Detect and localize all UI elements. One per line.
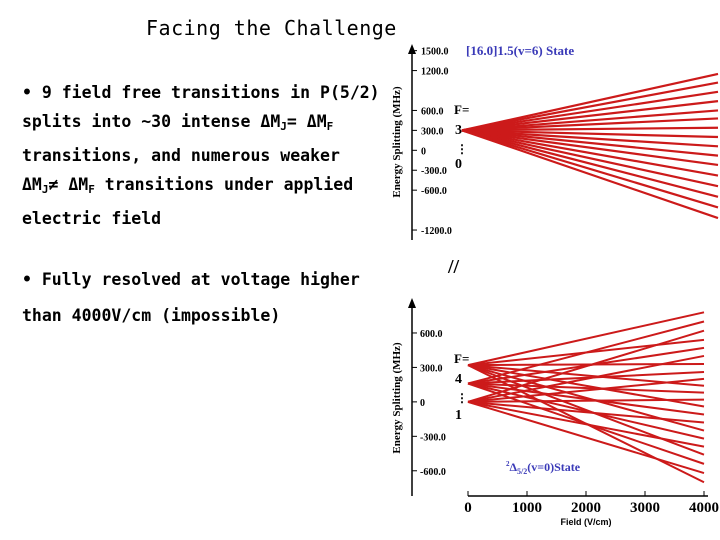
slide-title: Facing the Challenge [146,16,397,40]
series-line [461,81,719,132]
y-axis-arrow [408,298,416,308]
series-line [461,72,719,132]
x-axis-label: Field (V/cm) [560,517,611,527]
bullet-1-line-5: electric field [22,209,162,228]
series-line [461,129,719,177]
axis-break-mark: // [448,256,460,278]
y-tick-label: -600.0 [420,467,446,478]
x-tick-label: 1000 [512,500,542,516]
bullet-1-line-1: • 9 field free transitions in P(5/2) [22,83,380,102]
equals-delta-mf: = ΔM [286,112,327,131]
series-line [467,364,705,432]
bullet-2: • Fully resolved at voltage higher than … [22,262,382,334]
series-line [461,117,719,132]
f-value-top: 4 [455,372,462,387]
f-value-bottom: 1 [455,408,462,423]
y-tick-label: 0 [420,398,425,409]
series-line [467,382,705,416]
series-line [467,382,705,440]
series-line [461,129,719,139]
series-line [467,371,705,385]
chart-title: 2Δ5/2(v=0)State [506,460,581,476]
x-tick-label: 0 [464,500,472,516]
y-tick-label: -300.0 [420,432,446,443]
delta-mj: ΔM [260,112,281,131]
series-line [461,126,719,132]
y-tick-label: -600.0 [421,186,447,197]
series-line [467,311,705,367]
series-line [467,364,705,408]
x-tick-label: 2000 [571,500,601,516]
f-label: F= [454,102,469,117]
y-tick-label: 600.0 [420,329,443,340]
x-tick-label: 3000 [630,500,660,516]
y-axis-arrow [408,44,416,54]
sub-f: F [326,120,334,133]
notequal-delta-mf: ≠ ΔM [48,175,89,194]
bullet-1-line-2a: splits into ~30 intense [22,112,261,131]
y-tick-label: 600.0 [421,106,444,117]
f-value-top: 3 [455,123,462,138]
series-line [461,129,719,209]
bullet-1-line-4c: transitions under applied [94,175,354,194]
series-line [467,346,705,385]
y-tick-label: -1200.0 [421,226,452,237]
series-line [461,129,719,157]
bullet-2-line-1: • Fully resolved at voltage higher [22,270,360,289]
y-tick-label: 300.0 [421,126,444,137]
series-line [461,129,719,188]
series-line [461,109,719,132]
sub-j-2: J [41,183,49,196]
y-tick-label: 1200.0 [421,67,449,78]
sub-j: J [280,120,287,133]
y-tick-label: -300.0 [421,166,447,177]
bullet-1: • 9 field free transitions in P(5/2) spl… [22,78,392,233]
y-tick-label: 300.0 [420,363,443,374]
y-tick-label: 1500.0 [421,47,449,58]
f-value-bottom: 0 [455,157,462,172]
series-line [461,100,719,132]
series-line [467,364,705,484]
series-line [461,129,719,167]
f-label: F= [454,351,469,366]
chart-title: [16.0]1.5(v=6) State [466,43,574,58]
series-line [467,364,705,456]
y-tick-label: 0 [421,146,426,157]
f-dots: ⋮ [456,391,468,405]
sub-f-2: F [88,183,95,196]
x-tick-label: 4000 [689,500,719,516]
bullet-1-line-3: transitions, and numerous weaker [22,146,340,165]
bullet-2-line-2: than 4000V/cm (impossible) [22,306,281,325]
bullet-1-line-2: splits into ~30 intense ΔMJ= ΔMF [22,107,392,141]
series-line [461,90,719,132]
series-line [467,364,705,387]
f-dots: ⋮ [456,142,468,156]
y-axis-label: Energy Splitting (MHz) [391,86,403,198]
series-line [467,362,705,367]
series-line [467,400,705,475]
series-line [461,129,719,148]
series-line [461,129,719,198]
upper-energy-chart: Energy Splitting (MHz) 1500.0 1200.0 600.0 3… [391,43,719,240]
series-line [461,129,719,220]
series-line [467,338,705,367]
delta-mj-2: ΔM [22,175,42,194]
bullet-1-line-4: ΔMJ≠ ΔMF transitions under applied [22,170,392,204]
y-axis-label: Energy Splitting (MHz) [391,342,403,454]
lower-energy-chart: Energy Splitting (MHz) 600.0 300.0 0 -300.0 -… [391,298,719,527]
